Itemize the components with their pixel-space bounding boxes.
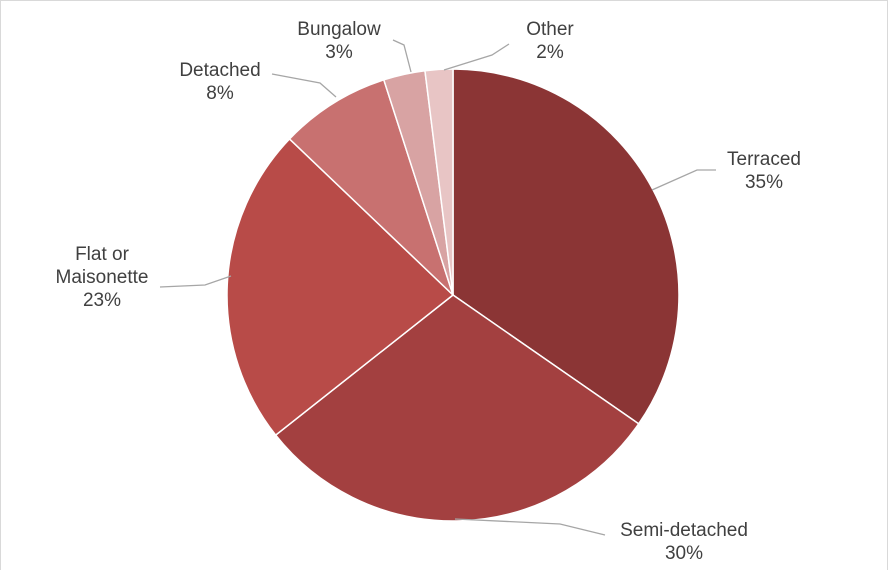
data-label-percent: 2% [536,42,564,63]
leader-line-semi-detached [454,518,606,536]
data-label-percent: 3% [325,42,353,63]
pie-slice-flat-or-maisonette [226,137,455,437]
data-label-percent: 23% [83,290,121,311]
pie-slice-other [424,68,454,296]
data-label-category: Flat or [75,244,130,265]
leader-lines [159,39,716,536]
pie-slice-semi-detached [274,294,640,522]
pie-slice-detached [288,78,454,296]
data-label-percent: 30% [665,543,703,564]
leader-line-terraced [651,169,716,191]
data-label-semi-detached: Semi-detached 30% [620,520,748,564]
data-label-percent: 8% [206,83,234,104]
data-label-percent: 35% [745,172,783,193]
pie-slices [226,68,680,522]
leader-line-bungalow [392,39,412,73]
leader-line-other [443,43,510,71]
data-label-bungalow: Bungalow 3% [297,19,381,63]
data-label-category: Other [526,19,574,40]
data-labels: Terraced 35% Semi-detached 30% Flat or Maison… [56,19,801,564]
data-label-other: Other 2% [526,19,574,63]
data-label-category: Bungalow [297,19,381,40]
pie-slice-terraced [452,68,680,425]
data-label-flat-or-maisonette: Flat or Maisonette 23% [56,244,149,311]
leader-line-flat-or-maisonette [159,275,232,288]
leader-line-detached [271,73,337,98]
data-label-terraced: Terraced 35% [727,149,801,193]
data-label-category: Terraced [727,149,801,170]
data-label-category: Maisonette [56,267,149,288]
data-label-category: Semi-detached [620,520,748,541]
data-label-detached: Detached 8% [179,60,260,104]
data-label-category: Detached [179,60,260,81]
